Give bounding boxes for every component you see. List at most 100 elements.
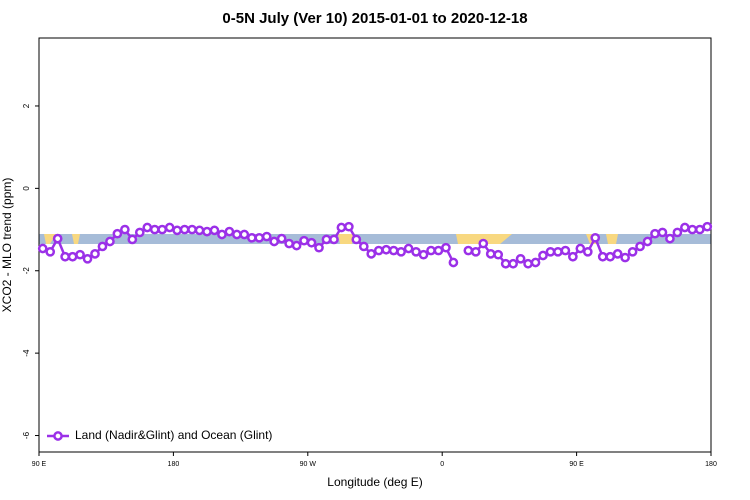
point bbox=[194, 225, 205, 236]
point bbox=[680, 222, 690, 233]
point bbox=[568, 251, 578, 262]
point bbox=[261, 231, 272, 242]
x-tick-label: 0 bbox=[440, 461, 444, 468]
land-segment bbox=[606, 234, 618, 244]
point bbox=[627, 246, 638, 257]
point bbox=[112, 228, 123, 239]
point bbox=[358, 241, 369, 252]
point bbox=[665, 233, 675, 244]
point bbox=[463, 245, 474, 256]
point bbox=[478, 238, 489, 249]
point bbox=[284, 238, 294, 249]
point bbox=[60, 251, 70, 262]
land-segment bbox=[338, 234, 354, 244]
point bbox=[672, 227, 683, 238]
point bbox=[351, 234, 362, 245]
point bbox=[493, 249, 504, 260]
x-tick-label: 180 bbox=[168, 461, 180, 468]
point bbox=[209, 225, 220, 236]
point bbox=[396, 246, 406, 257]
point bbox=[224, 226, 235, 237]
point bbox=[134, 227, 145, 238]
point bbox=[45, 246, 56, 257]
point bbox=[105, 236, 115, 247]
point bbox=[612, 249, 623, 259]
point bbox=[403, 243, 414, 254]
point bbox=[329, 234, 339, 245]
point bbox=[142, 222, 153, 233]
point bbox=[344, 221, 354, 232]
point bbox=[82, 253, 93, 264]
point bbox=[388, 245, 399, 256]
point bbox=[202, 226, 212, 237]
point bbox=[560, 245, 571, 256]
x-axis-label: Longitude (deg E) bbox=[327, 475, 422, 489]
point bbox=[179, 224, 190, 235]
surface-band bbox=[39, 234, 711, 244]
point bbox=[291, 240, 302, 251]
point bbox=[515, 253, 526, 264]
land-segment bbox=[44, 234, 56, 244]
x-tick-label: 90 W bbox=[300, 461, 317, 468]
point bbox=[545, 246, 556, 257]
point bbox=[523, 258, 533, 269]
land-segment bbox=[72, 234, 80, 244]
chart-title: 0-5N July (Ver 10) 2015-01-01 to 2020-12… bbox=[222, 10, 527, 27]
point bbox=[232, 229, 242, 240]
point bbox=[553, 246, 563, 257]
legend-marker bbox=[53, 431, 63, 441]
point bbox=[217, 229, 227, 240]
point bbox=[657, 227, 668, 238]
point bbox=[485, 249, 496, 259]
point bbox=[187, 224, 197, 235]
point bbox=[97, 241, 108, 252]
point bbox=[90, 249, 100, 259]
point bbox=[575, 243, 586, 254]
point bbox=[299, 235, 309, 246]
point bbox=[411, 246, 421, 257]
point bbox=[120, 224, 130, 235]
point bbox=[157, 224, 168, 235]
legend-label: Land (Nadir&Glint) and Ocean (Glint) bbox=[75, 428, 272, 442]
point bbox=[582, 246, 593, 257]
point bbox=[538, 250, 548, 261]
point bbox=[321, 234, 332, 245]
point bbox=[687, 224, 698, 235]
point bbox=[75, 249, 85, 260]
point bbox=[441, 242, 451, 253]
point bbox=[650, 228, 660, 239]
plot-frame bbox=[38, 37, 712, 453]
x-tick-label: 90 E bbox=[32, 461, 47, 468]
point bbox=[530, 257, 541, 268]
point bbox=[314, 242, 324, 253]
point bbox=[694, 224, 705, 235]
point bbox=[336, 222, 347, 233]
y-tick-label: 0 bbox=[22, 186, 31, 191]
x-tick-label: 90 E bbox=[569, 461, 584, 468]
point bbox=[418, 249, 429, 260]
point bbox=[605, 251, 616, 262]
y-tick-label: -6 bbox=[22, 431, 31, 439]
y-tick-label: -4 bbox=[22, 349, 31, 357]
point bbox=[500, 258, 511, 269]
point bbox=[246, 232, 257, 243]
point bbox=[276, 233, 287, 244]
point bbox=[366, 249, 377, 259]
point bbox=[620, 252, 630, 263]
point bbox=[127, 234, 138, 245]
point bbox=[269, 236, 280, 247]
point bbox=[642, 236, 653, 247]
point bbox=[381, 244, 392, 255]
point bbox=[164, 222, 175, 233]
point bbox=[470, 246, 481, 257]
point bbox=[597, 251, 608, 262]
y-axis-label: XCO2 - MLO trend (ppm) bbox=[0, 178, 14, 313]
point bbox=[37, 243, 48, 254]
point bbox=[239, 229, 250, 240]
point bbox=[702, 221, 713, 232]
y-tick-label: 2 bbox=[22, 103, 31, 108]
point bbox=[590, 232, 601, 243]
point bbox=[149, 224, 160, 235]
point bbox=[254, 232, 265, 243]
